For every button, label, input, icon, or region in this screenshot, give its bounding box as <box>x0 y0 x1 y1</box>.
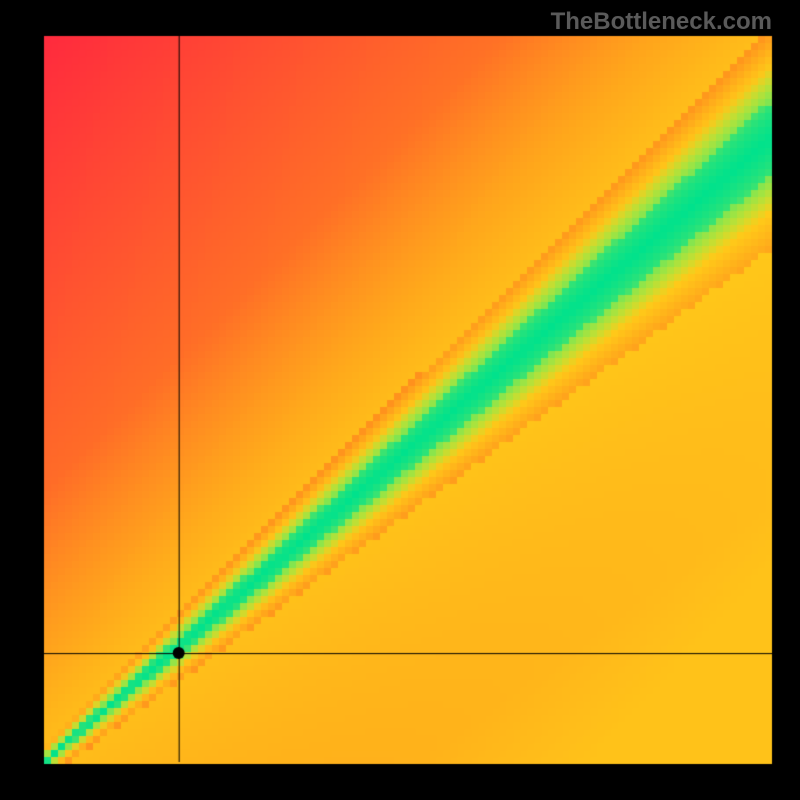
chart-container: { "canvas": { "width": 800, "height": 80… <box>0 0 800 800</box>
bottleneck-heatmap <box>0 0 800 800</box>
watermark-text: TheBottleneck.com <box>551 8 772 36</box>
